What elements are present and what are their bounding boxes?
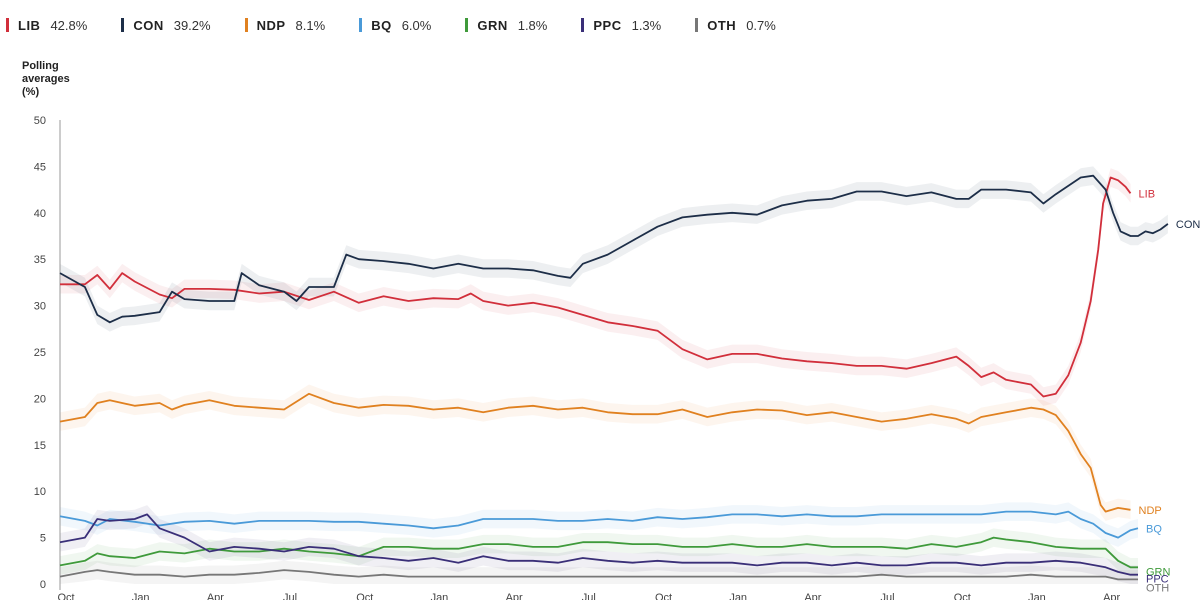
line-ppc — [59, 513, 1138, 576]
legend-swatch — [359, 18, 363, 32]
y-tick-label: 30 — [34, 301, 46, 313]
legend-party-value: 39.2% — [173, 17, 211, 33]
y-axis-title: Polling averages (%) — [22, 60, 70, 98]
x-tick-label: Jul — [283, 592, 297, 600]
y-tick-label: 50 — [34, 115, 46, 127]
legend-party-name: OTH — [707, 17, 737, 33]
x-tick-label: Oct — [57, 592, 74, 600]
x-tick-label: Apr — [506, 592, 523, 600]
legend-party-value: 0.7% — [746, 17, 776, 33]
legend-swatch — [581, 18, 585, 32]
band-ndp — [60, 384, 1131, 521]
x-tick-label: Jan — [132, 592, 150, 600]
legend-party-name: LIB — [18, 17, 41, 33]
band-grn — [60, 528, 1138, 577]
legend-item-oth: OTH 0.7% — [695, 18, 776, 33]
line-oth — [59, 569, 1138, 581]
band-lib — [60, 168, 1131, 406]
y-tick-label: 40 — [34, 208, 46, 220]
x-tick-label: Apr — [1103, 592, 1120, 600]
end-label-grn: GRN — [1146, 566, 1171, 578]
series-lines — [59, 174, 1169, 581]
x-tick-label: Apr — [207, 592, 224, 600]
legend-swatch — [465, 18, 469, 32]
legend-party-name: GRN — [477, 17, 508, 33]
legend-party-value: 6.0% — [401, 17, 432, 33]
legend-party-value: 1.3% — [631, 17, 662, 33]
band-bq — [60, 502, 1138, 547]
legend: LIB 42.8% CON 39.2% NDP 8.1% BQ 6.0% GRN 1.8% PPC 1… — [6, 14, 810, 36]
line-con — [59, 174, 1169, 324]
end-label-con: CON — [1176, 219, 1200, 231]
y-tick-label: 45 — [34, 161, 46, 173]
end-label-ndp: NDP — [1139, 505, 1162, 517]
y-tick-label: 5 — [40, 533, 46, 545]
legend-party-value: 42.8% — [50, 17, 88, 33]
end-label-lib: LIB — [1139, 188, 1156, 200]
legend-swatch — [244, 18, 248, 32]
legend-item-bq: BQ 6.0% — [359, 18, 431, 33]
x-tick-label: Jan — [431, 592, 449, 600]
axes: 0 5 10 15 20 25 30 35 40 45 50 Oct Jan Apr Jul Oct Jan Ap… — [34, 115, 1121, 600]
line-grn — [59, 536, 1138, 569]
x-tick-label: Oct — [954, 592, 971, 600]
end-label-bq: BQ — [1146, 523, 1162, 535]
legend-party-name: NDP — [256, 17, 286, 33]
x-tick-label: Jul — [582, 592, 596, 600]
legend-party-name: PPC — [593, 17, 622, 33]
x-tick-label: Jul — [881, 592, 895, 600]
legend-swatch — [6, 18, 9, 32]
x-tick-label: Apr — [804, 592, 821, 600]
y-tick-label: 35 — [34, 254, 46, 266]
y-tick-label: 20 — [34, 393, 46, 405]
confidence-bands — [60, 166, 1168, 584]
legend-item-grn: GRN 1.8% — [465, 18, 547, 33]
legend-item-con: CON 39.2% — [121, 17, 211, 33]
band-oth — [60, 560, 1138, 584]
y-tick-label: 0 — [40, 579, 46, 591]
legend-swatch — [121, 18, 125, 32]
end-label-oth: OTH — [1146, 582, 1169, 594]
legend-swatch — [695, 18, 699, 32]
y-tick-label: 25 — [34, 347, 46, 359]
legend-party-value: 1.8% — [517, 17, 548, 33]
line-bq — [59, 510, 1139, 539]
y-tick-label: 15 — [34, 440, 46, 452]
x-tick-label: Jan — [1028, 592, 1046, 600]
legend-item-ndp: NDP 8.1% — [244, 17, 326, 33]
x-tick-label: Oct — [655, 592, 672, 600]
end-label-ppc: PPC — [1146, 574, 1169, 586]
legend-party-name: CON — [133, 17, 164, 33]
x-tick-label: Jan — [729, 592, 747, 600]
line-lib — [60, 176, 1132, 398]
legend-party-name: BQ — [371, 17, 392, 33]
y-tick-label: 10 — [34, 486, 46, 498]
line-ndp — [59, 392, 1131, 513]
legend-item-ppc: PPC 1.3% — [581, 18, 661, 33]
x-tick-label: Oct — [356, 592, 373, 600]
legend-party-value: 8.1% — [295, 17, 326, 33]
band-con — [60, 166, 1168, 332]
legend-item-lib: LIB 42.8% — [6, 18, 87, 33]
